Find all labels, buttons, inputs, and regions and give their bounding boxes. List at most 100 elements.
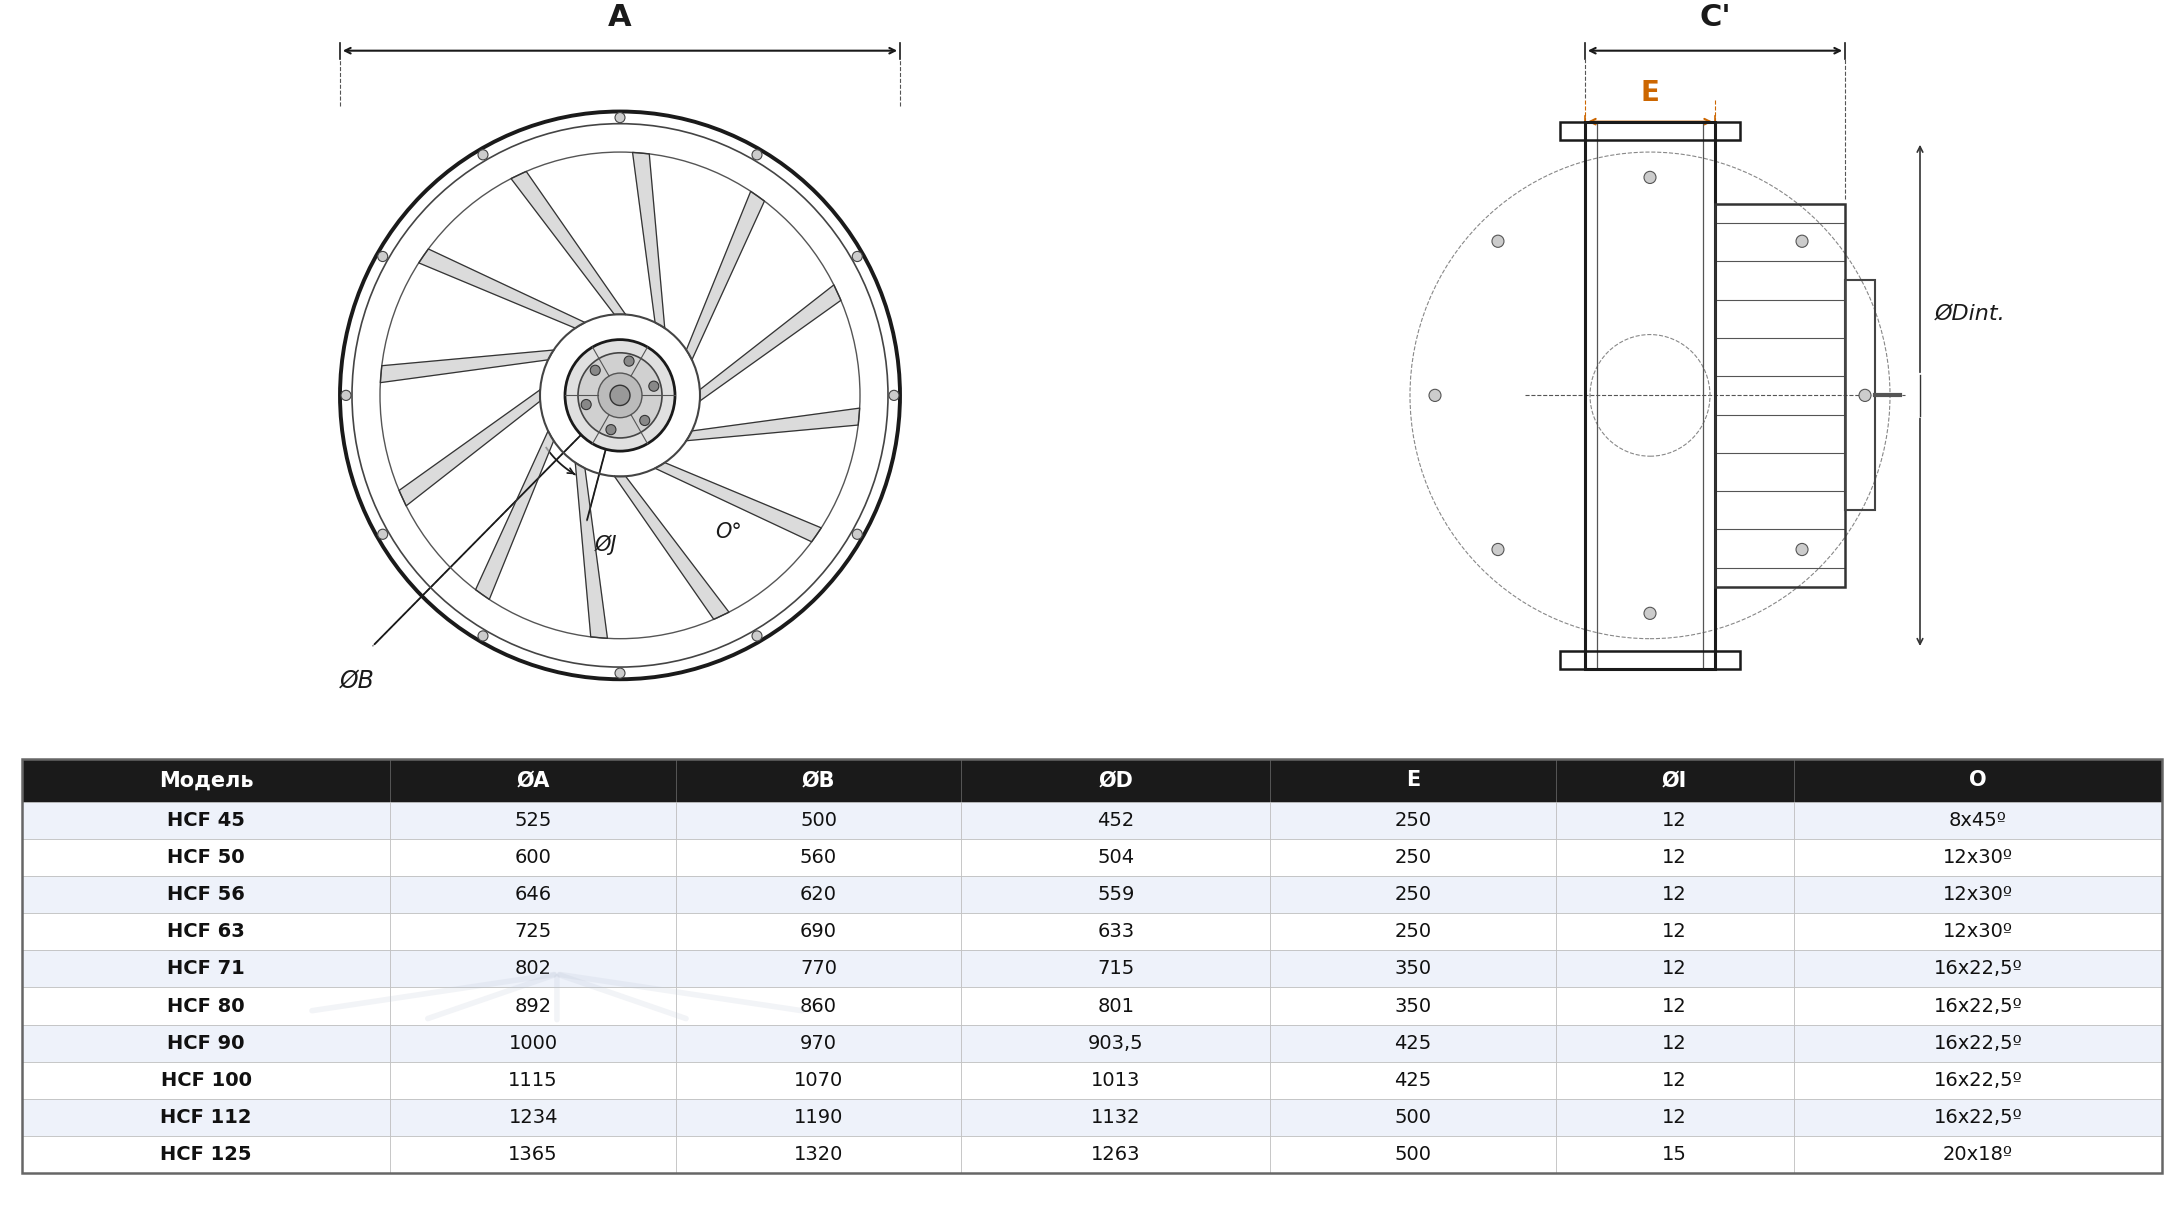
Bar xyxy=(1555,876,1793,914)
Text: 350: 350 xyxy=(1396,960,1431,979)
Text: 20x18º: 20x18º xyxy=(1944,1145,2014,1164)
Polygon shape xyxy=(419,249,585,328)
Text: HCF 112: HCF 112 xyxy=(159,1108,251,1127)
Text: 12: 12 xyxy=(1662,1108,1686,1127)
Text: 12: 12 xyxy=(1662,885,1686,904)
Bar xyxy=(1555,950,1793,987)
Bar xyxy=(1271,914,1555,950)
Text: ØA: ØA xyxy=(515,771,550,790)
Polygon shape xyxy=(400,390,539,506)
Circle shape xyxy=(378,529,389,540)
Bar xyxy=(961,1062,1271,1099)
Text: 970: 970 xyxy=(799,1033,836,1053)
Circle shape xyxy=(1859,390,1872,402)
Bar xyxy=(675,759,961,802)
Bar xyxy=(1271,987,1555,1025)
Text: 1190: 1190 xyxy=(793,1108,843,1127)
Text: 560: 560 xyxy=(799,848,836,866)
Text: 500: 500 xyxy=(799,811,836,830)
Circle shape xyxy=(566,340,675,451)
Text: 715: 715 xyxy=(1096,960,1133,979)
Text: 425: 425 xyxy=(1393,1071,1433,1090)
Bar xyxy=(675,839,961,876)
Circle shape xyxy=(1428,390,1441,402)
Text: 620: 620 xyxy=(799,885,836,904)
Bar xyxy=(1555,914,1793,950)
Bar xyxy=(1586,122,1714,669)
Bar xyxy=(22,839,391,876)
Text: 504: 504 xyxy=(1096,848,1133,866)
Text: 12x30º: 12x30º xyxy=(1944,848,2014,866)
Bar xyxy=(391,876,675,914)
Polygon shape xyxy=(614,477,729,620)
Text: 1013: 1013 xyxy=(1092,1071,1140,1090)
Circle shape xyxy=(625,356,633,367)
Bar xyxy=(1271,1099,1555,1136)
Bar xyxy=(961,759,1271,802)
Bar xyxy=(1793,1136,2162,1174)
Text: 350: 350 xyxy=(1396,997,1431,1015)
Circle shape xyxy=(889,391,900,401)
Bar xyxy=(961,839,1271,876)
Text: 525: 525 xyxy=(515,811,553,830)
Text: 15: 15 xyxy=(1662,1145,1686,1164)
Text: 770: 770 xyxy=(799,960,836,979)
Text: HCF 90: HCF 90 xyxy=(168,1033,245,1053)
Text: ØJ: ØJ xyxy=(594,535,616,555)
Text: 690: 690 xyxy=(799,922,836,941)
Circle shape xyxy=(478,150,487,160)
Circle shape xyxy=(598,373,642,417)
Text: 725: 725 xyxy=(515,922,553,941)
Bar xyxy=(22,876,391,914)
Bar xyxy=(1793,1099,2162,1136)
Text: 250: 250 xyxy=(1396,885,1431,904)
Circle shape xyxy=(852,252,863,261)
Bar xyxy=(1559,122,1741,140)
Bar xyxy=(1271,950,1555,987)
Text: 1320: 1320 xyxy=(793,1145,843,1164)
Bar xyxy=(1793,987,2162,1025)
Text: 12x30º: 12x30º xyxy=(1944,885,2014,904)
Bar xyxy=(391,1099,675,1136)
Bar xyxy=(1555,802,1793,839)
Text: ØB: ØB xyxy=(802,771,834,790)
Bar xyxy=(675,987,961,1025)
Circle shape xyxy=(478,630,487,641)
Text: VENTTEL: VENTTEL xyxy=(684,950,1158,1043)
Polygon shape xyxy=(686,408,860,440)
Text: 1070: 1070 xyxy=(795,1071,843,1090)
Bar xyxy=(675,1025,961,1062)
Bar xyxy=(961,1025,1271,1062)
Polygon shape xyxy=(699,284,841,401)
Text: HCF 71: HCF 71 xyxy=(168,960,245,979)
Polygon shape xyxy=(511,172,625,315)
Text: 425: 425 xyxy=(1393,1033,1433,1053)
Bar xyxy=(391,839,675,876)
Text: 633: 633 xyxy=(1096,922,1133,941)
Text: 600: 600 xyxy=(515,848,553,866)
Bar xyxy=(22,987,391,1025)
Text: 802: 802 xyxy=(515,960,553,979)
Text: 801: 801 xyxy=(1096,997,1133,1015)
Text: 559: 559 xyxy=(1096,885,1133,904)
Bar xyxy=(391,987,675,1025)
Circle shape xyxy=(1795,543,1808,555)
Bar xyxy=(1555,987,1793,1025)
Text: 12: 12 xyxy=(1662,922,1686,941)
Circle shape xyxy=(640,415,651,426)
Bar xyxy=(22,1062,391,1099)
Text: 12: 12 xyxy=(1662,960,1686,979)
Text: 16x22,5º: 16x22,5º xyxy=(1933,1033,2022,1053)
Text: 16x22,5º: 16x22,5º xyxy=(1933,997,2022,1015)
Bar xyxy=(1793,950,2162,987)
Bar xyxy=(675,914,961,950)
Circle shape xyxy=(616,113,625,122)
Text: HCF 63: HCF 63 xyxy=(168,922,245,941)
Bar xyxy=(391,759,675,802)
Bar xyxy=(961,1099,1271,1136)
Bar xyxy=(1793,876,2162,914)
Bar xyxy=(1271,1062,1555,1099)
Bar xyxy=(1714,203,1845,587)
Bar xyxy=(391,802,675,839)
Bar xyxy=(961,987,1271,1025)
